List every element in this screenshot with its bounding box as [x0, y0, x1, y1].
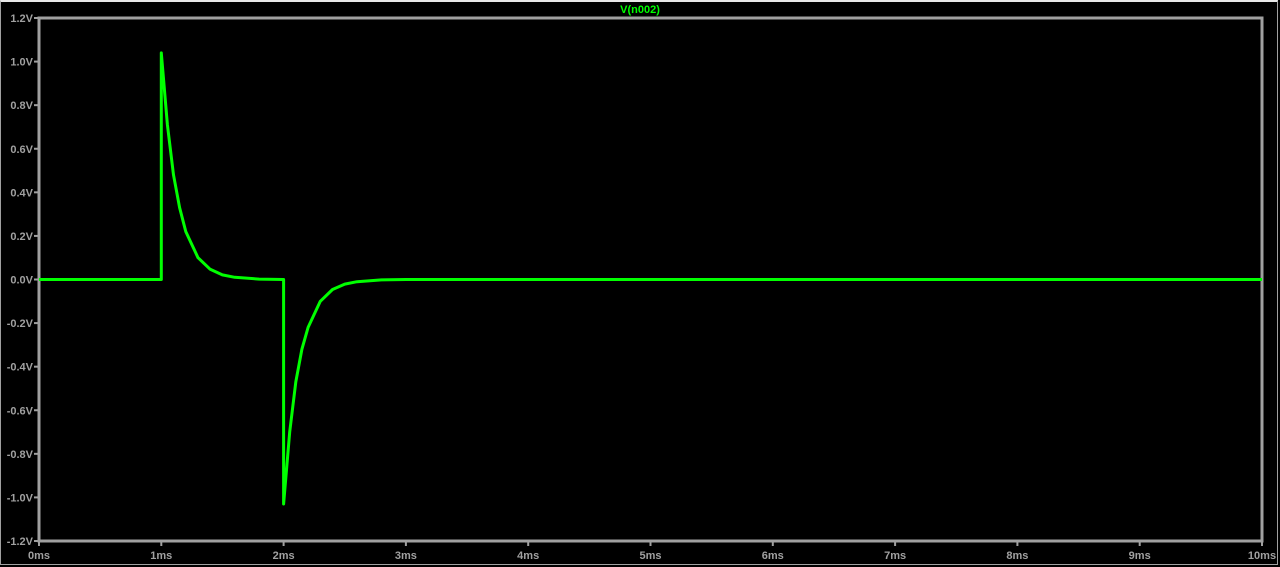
x-tick-label: 6ms — [762, 550, 784, 562]
y-tick-label: -0.8V — [7, 449, 34, 461]
x-tick-label: 4ms — [517, 550, 539, 562]
x-tick-label: 2ms — [273, 550, 295, 562]
trace-label[interactable]: V(n002) — [620, 4, 660, 16]
trace-line — [39, 51, 1262, 506]
x-tick-label: 0ms — [28, 550, 50, 562]
x-tick-label: 10ms — [1248, 550, 1276, 562]
y-tick-label: 0.6V — [10, 144, 33, 156]
y-tick-label: 0.8V — [10, 100, 33, 112]
x-tick-label: 8ms — [1006, 550, 1028, 562]
y-tick-label: 0.2V — [10, 231, 33, 243]
y-tick-label: 1.0V — [10, 57, 33, 69]
y-tick-label: -0.6V — [7, 405, 34, 417]
x-tick-label: 7ms — [884, 550, 906, 562]
y-tick-label: 1.2V — [10, 13, 33, 25]
x-tick-label: 9ms — [1129, 550, 1151, 562]
y-tick-label: -1.2V — [7, 536, 34, 548]
x-tick-label: 5ms — [639, 550, 661, 562]
y-tick-label: -0.4V — [7, 362, 34, 374]
x-tick-label: 1ms — [150, 550, 172, 562]
x-tick-label: 3ms — [395, 550, 417, 562]
y-tick-label: -0.2V — [7, 318, 34, 330]
y-tick-label: -1.0V — [7, 492, 34, 504]
y-tick-label: 0.0V — [10, 275, 33, 287]
y-tick-label: 0.4V — [10, 187, 33, 199]
